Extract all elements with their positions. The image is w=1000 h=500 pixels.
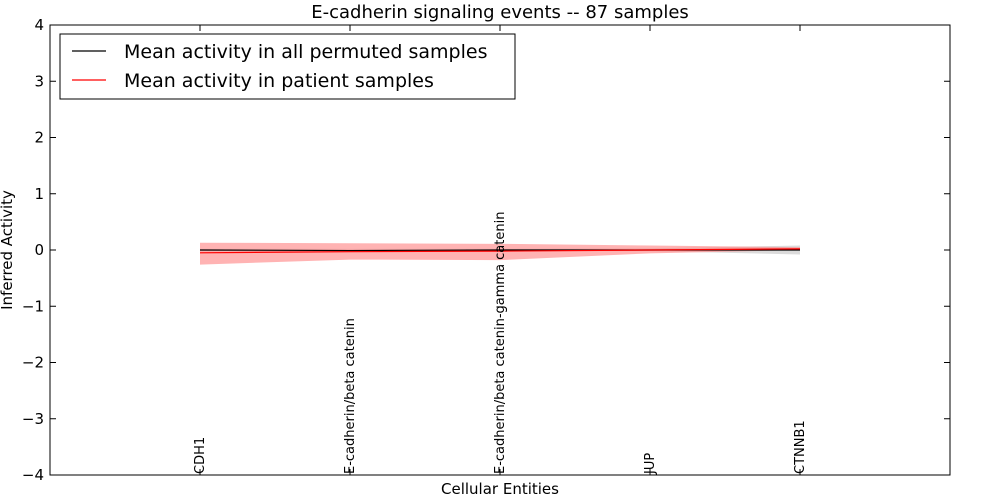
- y-tick-label: −1: [22, 297, 44, 315]
- y-tick-label: −4: [22, 466, 44, 484]
- x-tick-label: CTNNB1: [793, 420, 808, 474]
- y-tick-label: 3: [34, 72, 44, 90]
- x-tick-label: CDH1: [193, 437, 208, 474]
- y-tick-label: 0: [34, 241, 44, 259]
- chart-title: E-cadherin signaling events -- 87 sample…: [311, 2, 689, 23]
- y-axis-title: Inferred Activity: [0, 190, 16, 310]
- legend-label-0: Mean activity in all permuted samples: [124, 41, 487, 63]
- legend-label-1: Mean activity in patient samples: [124, 70, 434, 92]
- x-axis-title: Cellular Entities: [441, 480, 559, 498]
- x-axis: CDH1 E-cadherin/beta catenin E-cadherin/be…: [193, 25, 808, 475]
- y-tick-label: 4: [34, 16, 44, 34]
- legend: Mean activity in all permuted samples Mea…: [59, 33, 516, 100]
- x-tick-label: E-cadherin/beta catenin: [343, 318, 358, 474]
- band-series-1: [200, 242, 800, 265]
- legend-box: [59, 33, 516, 100]
- y-tick-label: 1: [34, 185, 44, 203]
- y-tick-label: 2: [34, 129, 44, 147]
- x-tick-label: JUP: [643, 453, 658, 475]
- x-tick-label: E-cadherin/beta catenin-gamma catenin: [493, 212, 508, 474]
- y-tick-label: −2: [22, 354, 44, 372]
- line-layer: [199, 248, 801, 254]
- y-axis: 4 3 2 1 0 −1 −2 −3 −4: [22, 16, 950, 484]
- series-line-1: [199, 248, 801, 254]
- y-tick-label: −3: [22, 410, 44, 428]
